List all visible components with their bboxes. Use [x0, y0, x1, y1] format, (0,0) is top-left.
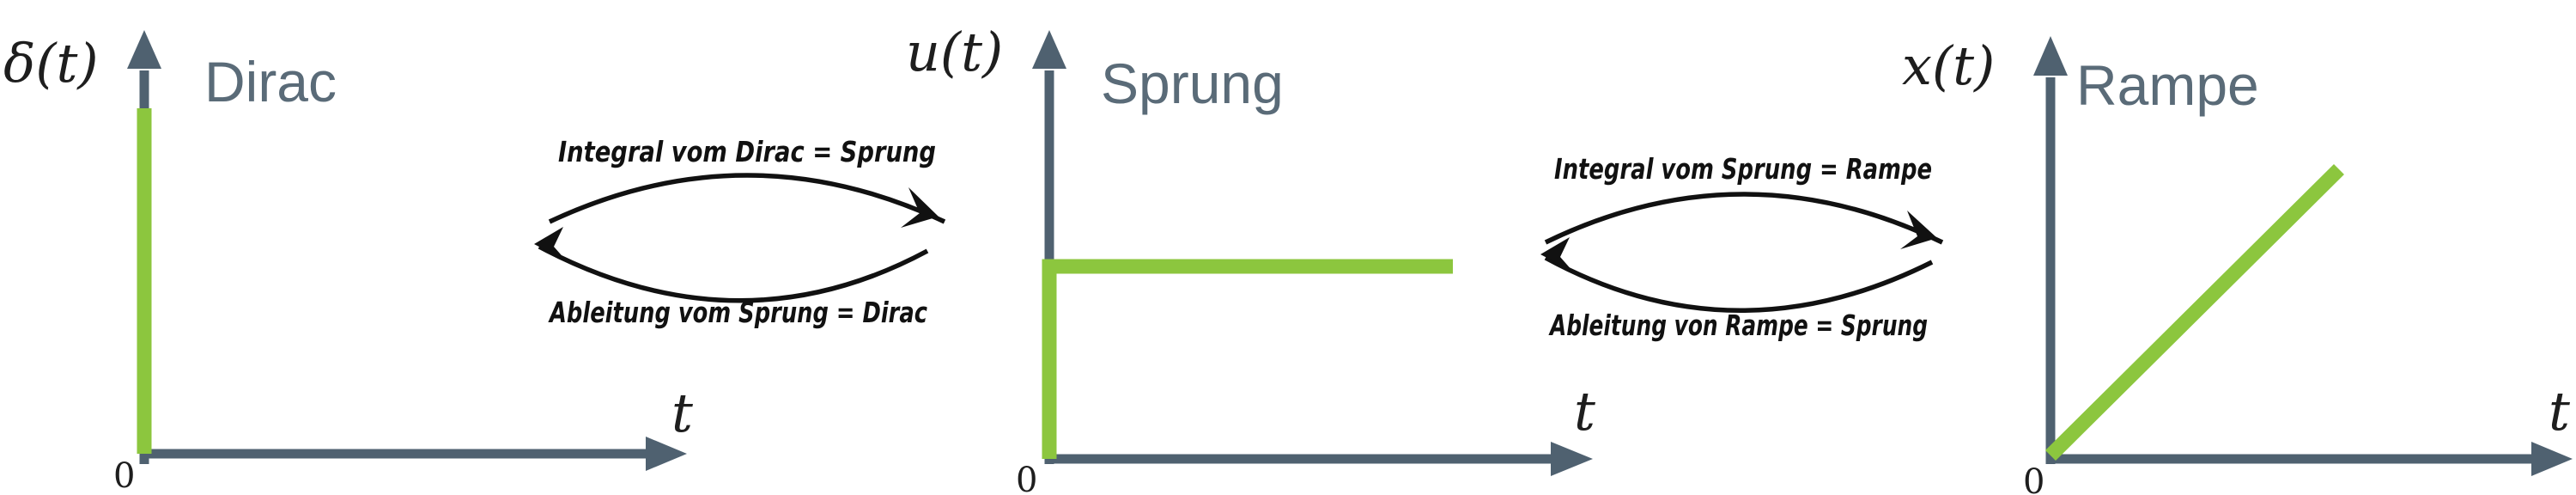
- x-axis-arrow-icon: [2531, 442, 2573, 476]
- derivative-arrow-icon: [534, 227, 567, 261]
- y-axis-label: x(t): [1902, 34, 1995, 97]
- panel-rampe: x(t) t 0 Rampe: [1902, 34, 2573, 495]
- panel-sprung: u(t) t 0 Sprung: [906, 21, 1595, 495]
- origin-label: 0: [1016, 461, 1037, 495]
- step-signal: [1042, 259, 1453, 459]
- y-axis-arrow-icon: [127, 30, 161, 69]
- derivative-arrow-icon: [1540, 237, 1573, 272]
- derivative-arc: [1544, 255, 1934, 313]
- x-axis-label: t: [2549, 380, 2570, 443]
- integral-arc: [1544, 192, 1944, 245]
- panel-dirac: δ(t) t 0 Dirac: [3, 30, 693, 495]
- y-axis-label: u(t): [906, 21, 1003, 83]
- panel-title: Rampe: [2076, 53, 2259, 117]
- y-axis-arrow-icon: [1032, 30, 1066, 69]
- y-axis-arrow-icon: [2033, 36, 2068, 76]
- integral-label: Integral vom Sprung = Rampe: [1554, 152, 1932, 186]
- panel-title: Sprung: [1101, 52, 1284, 115]
- origin-label: 0: [2023, 462, 2044, 495]
- x-axis-label: t: [671, 382, 693, 444]
- panel-title: Dirac: [204, 50, 337, 113]
- integral-arc: [548, 173, 946, 224]
- derivative-arc: [538, 244, 929, 303]
- integral-arrow-icon: [901, 187, 939, 228]
- integral-label: Integral vom Dirac = Sprung: [558, 135, 936, 168]
- x-axis-label: t: [1574, 380, 1595, 443]
- origin-label: 0: [113, 456, 135, 495]
- relation-sprung-rampe: Integral vom Sprung = Rampe Ableitung vo…: [1540, 152, 1944, 342]
- x-axis-arrow-icon: [1551, 442, 1593, 476]
- ramp-signal: [2045, 163, 2344, 461]
- derivative-label: Ableitung vom Sprung = Dirac: [548, 296, 928, 329]
- x-axis-arrow-icon: [646, 437, 687, 471]
- derivative-label: Ableitung von Rampe = Sprung: [1548, 309, 1928, 342]
- y-axis-label: δ(t): [3, 32, 99, 95]
- integral-arrow-icon: [1900, 211, 1937, 249]
- relation-dirac-sprung: Integral vom Dirac = Sprung Ableitung vo…: [534, 135, 946, 329]
